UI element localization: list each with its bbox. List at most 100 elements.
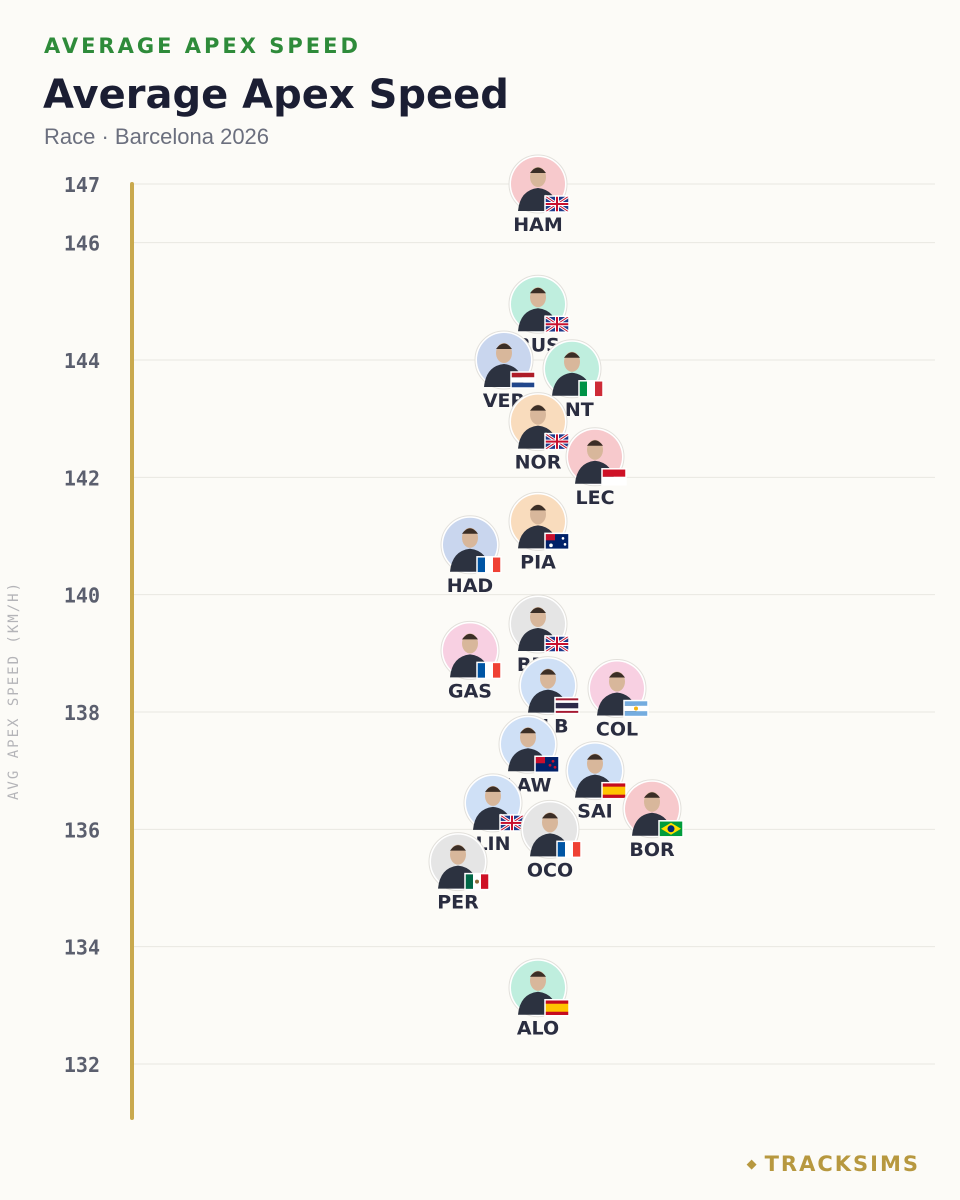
driver-hair-icon (587, 754, 603, 760)
flag-canton (535, 756, 545, 764)
driver-label: OCO (527, 859, 573, 881)
flag-band (573, 841, 581, 858)
driver-point: LEC (565, 427, 627, 509)
y-tick-label: 144 (64, 349, 100, 373)
flag-band (485, 556, 493, 573)
flag-cross (545, 323, 569, 326)
y-tick-label: 146 (64, 232, 100, 256)
flag-emblem (475, 879, 479, 884)
flag-border (544, 635, 570, 653)
driver-hair-icon (530, 287, 546, 294)
ar-flag (624, 700, 648, 706)
driver-hair-icon (542, 812, 558, 819)
brand-name: TRACKSIMS (764, 1152, 920, 1176)
flag-canton (545, 533, 555, 541)
flag-border (578, 380, 604, 398)
driver-hair-icon (564, 352, 580, 358)
driver-point: OCO (520, 799, 582, 881)
brand-logo: ◆ TRACKSIMS (747, 1152, 920, 1176)
driver-point: COL (587, 659, 649, 741)
flag-star (549, 543, 553, 548)
flag-band (565, 841, 573, 858)
flag-cross (545, 203, 569, 205)
driver-point: HAM (508, 154, 570, 236)
y-tick-label: 132 (64, 1053, 100, 1077)
driver-point: BOR (622, 779, 684, 861)
flag-band (485, 662, 493, 679)
driver-hair-icon (520, 727, 536, 734)
driver-point: SAI (565, 741, 627, 823)
y-tick-label: 147 (64, 173, 100, 197)
driver-point: ALB (518, 656, 580, 738)
driver-hair-icon (530, 504, 546, 511)
driver-hair-icon (587, 440, 603, 446)
driver-label: NOR (515, 452, 562, 474)
driver-hair-icon (530, 607, 546, 613)
flag-star (548, 763, 552, 767)
flag-border (510, 371, 536, 389)
chart-subtitle: Race · Barcelona 2026 (44, 124, 270, 149)
driver-label: HAM (513, 214, 563, 236)
diamond-icon: ◆ (746, 1157, 759, 1172)
driver-point: BEA (508, 594, 570, 676)
chart-kicker: AVERAGE APEX SPEED (44, 34, 361, 58)
flag-border (544, 315, 570, 334)
flag-border (544, 998, 570, 1017)
flag-band (587, 380, 595, 397)
driver-point: LIN (463, 773, 525, 855)
flag-band (481, 873, 489, 890)
flag-star (563, 543, 567, 546)
fr-flag (477, 556, 485, 573)
flag-band (555, 702, 579, 709)
driver-label: GAS (448, 680, 492, 702)
driver-label: COL (596, 719, 638, 741)
flag-band (511, 382, 535, 388)
driver-hair-icon (485, 786, 501, 792)
flag-border (464, 872, 490, 891)
driver-label: LEC (575, 487, 614, 509)
flag-border (623, 699, 649, 718)
flag-border (476, 661, 502, 680)
flag-band (493, 662, 501, 679)
driver-point: GAS (440, 620, 502, 702)
driver-point: PER (428, 832, 490, 914)
nl-flag (511, 372, 535, 378)
flag-cross (545, 440, 569, 443)
driver-point: VER (474, 330, 536, 412)
driver-label: BOR (629, 839, 675, 861)
flag-globe (667, 825, 675, 833)
driver-hair-icon (496, 343, 512, 349)
fr-flag (557, 841, 565, 858)
flag-border (554, 696, 580, 715)
flag-band (595, 380, 603, 397)
driver-label: HAD (447, 575, 493, 597)
flag-sun (634, 706, 638, 711)
flag-border (658, 820, 684, 838)
flag-band (602, 476, 626, 485)
driver-hair-icon (462, 633, 478, 640)
flag-border (601, 781, 627, 800)
driver-hair-icon (462, 528, 478, 534)
flag-border (476, 556, 502, 574)
driver-label: ALO (517, 1018, 559, 1040)
flag-band (624, 711, 648, 717)
driver-point: HAD (440, 515, 502, 597)
driver-hair-icon (609, 672, 625, 678)
driver-hair-icon (530, 167, 546, 173)
driver-point: NOR (508, 392, 570, 474)
flag-band (511, 377, 535, 383)
driver-hair-icon (530, 971, 546, 977)
flag-star (553, 765, 557, 769)
mx-flag (465, 873, 473, 890)
flag-border (556, 840, 582, 859)
it-flag (579, 380, 587, 397)
y-tick-label: 136 (64, 818, 100, 842)
flag-border (544, 532, 570, 551)
fr-flag (477, 662, 485, 679)
driver-hair-icon (644, 792, 660, 798)
chart-title: Average Apex Speed (43, 72, 509, 118)
y-tick-label: 142 (64, 466, 100, 490)
driver-point: PIA (508, 491, 570, 573)
flag-band (493, 556, 501, 573)
flag-band (602, 786, 626, 795)
